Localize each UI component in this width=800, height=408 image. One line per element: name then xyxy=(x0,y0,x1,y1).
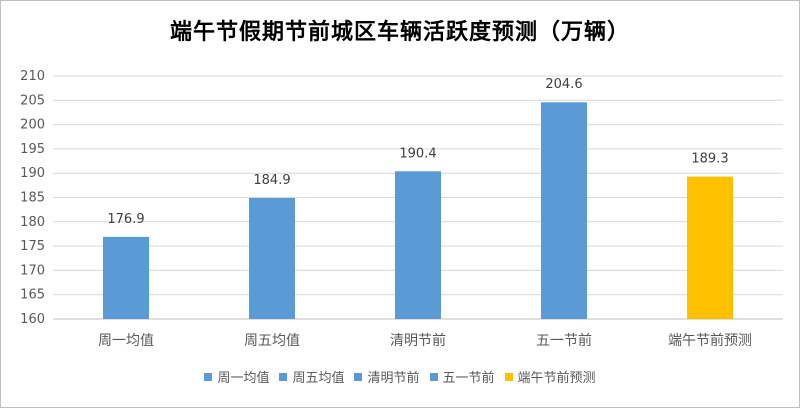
legend-swatch xyxy=(429,372,438,381)
legend-label: 清明节前 xyxy=(367,371,420,386)
y-tick-label: 185 xyxy=(20,191,45,206)
legend-item: 清明节前 xyxy=(354,367,420,386)
y-tick-label: 195 xyxy=(20,142,45,157)
legend: 周一均值 周五均值 清明节前 五一节前 端午节前预测 xyxy=(1,367,799,386)
y-axis: 160 165 170 175 180 185 190 195 200 205 210 xyxy=(20,69,45,327)
legend-label: 端午节前预测 xyxy=(517,371,596,386)
y-tick-label: 175 xyxy=(20,239,45,254)
legend-label: 五一节前 xyxy=(442,371,495,386)
legend-swatch xyxy=(354,372,363,381)
x-tick-label: 周一均值 xyxy=(98,333,154,349)
legend-swatch xyxy=(204,372,213,381)
bar xyxy=(103,236,149,319)
data-label: 204.6 xyxy=(545,77,582,92)
bar xyxy=(687,176,733,319)
legend-item: 端午节前预测 xyxy=(504,367,596,386)
bar xyxy=(541,102,587,319)
y-tick-label: 200 xyxy=(20,118,45,133)
bar xyxy=(249,197,295,319)
legend-swatch xyxy=(504,372,513,381)
x-tick-label: 清明节前 xyxy=(390,332,446,349)
x-tick-label: 五一节前 xyxy=(536,332,592,349)
data-label: 190.4 xyxy=(399,146,436,161)
x-tick-label: 周五均值 xyxy=(244,333,300,349)
data-labels: 176.9 184.9 190.4 204.6 189.3 xyxy=(107,77,728,227)
chart-title: 端午节假期节前城区车辆活跃度预测（万辆） xyxy=(169,19,630,45)
legend-item: 五一节前 xyxy=(429,367,495,386)
x-axis: 周一均值 周五均值 清明节前 五一节前 端午节前预测 xyxy=(98,332,752,349)
x-tick-label: 端午节前预测 xyxy=(668,332,752,349)
y-tick-label: 210 xyxy=(20,69,45,84)
y-tick-label: 160 xyxy=(20,312,45,327)
legend-swatch xyxy=(279,372,288,381)
legend-item: 周一均值 xyxy=(204,367,269,386)
y-tick-label: 205 xyxy=(20,93,45,108)
y-tick-label: 190 xyxy=(20,166,45,181)
data-label: 176.9 xyxy=(107,212,144,227)
y-tick-label: 170 xyxy=(20,263,45,278)
bar xyxy=(395,171,441,319)
y-tick-label: 180 xyxy=(20,215,45,230)
data-label: 184.9 xyxy=(253,173,290,188)
legend-item: 周五均值 xyxy=(279,367,344,386)
legend-label: 周五均值 xyxy=(292,371,345,386)
y-tick-label: 165 xyxy=(20,288,45,303)
bars xyxy=(103,102,733,319)
data-label: 189.3 xyxy=(691,152,728,167)
legend-label: 周一均值 xyxy=(217,371,270,386)
